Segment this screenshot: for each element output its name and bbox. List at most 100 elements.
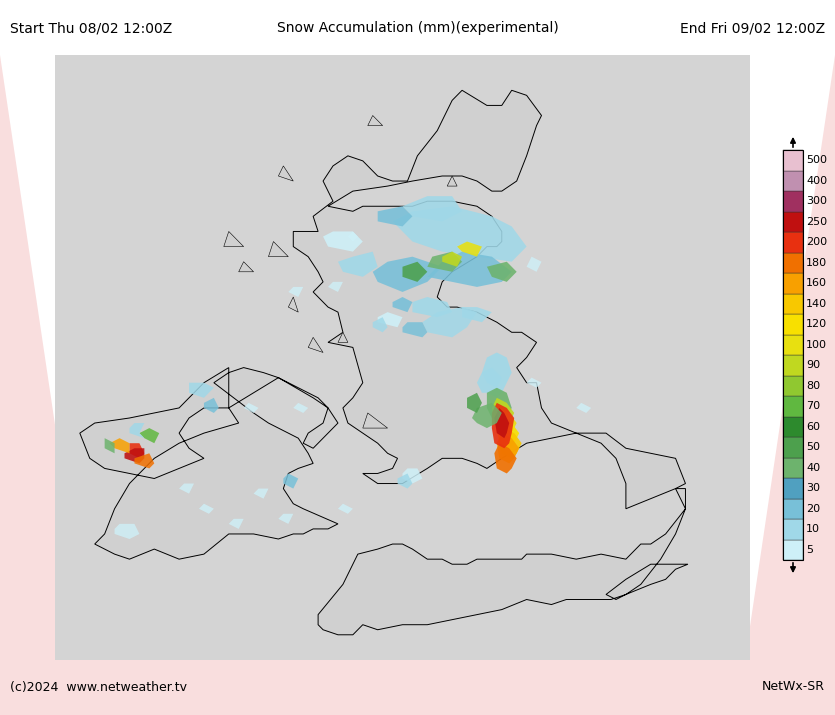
Bar (55, 55, 750, 660)
Polygon shape (482, 368, 502, 388)
Polygon shape (204, 398, 219, 413)
Polygon shape (462, 307, 492, 322)
Polygon shape (229, 519, 244, 529)
Polygon shape (293, 90, 688, 635)
Polygon shape (104, 438, 114, 453)
Polygon shape (477, 352, 512, 398)
Text: 10: 10 (806, 524, 820, 534)
Text: 160: 160 (806, 278, 827, 288)
Polygon shape (448, 176, 457, 186)
Polygon shape (109, 438, 129, 453)
Polygon shape (428, 252, 462, 272)
Polygon shape (80, 368, 338, 559)
Bar (783, 417, 803, 437)
Polygon shape (412, 297, 452, 317)
Polygon shape (402, 468, 423, 483)
Polygon shape (492, 403, 514, 448)
Text: 5: 5 (806, 545, 813, 555)
Polygon shape (392, 206, 527, 262)
Polygon shape (494, 408, 517, 438)
Polygon shape (494, 443, 517, 473)
Polygon shape (423, 307, 477, 337)
Polygon shape (328, 282, 343, 292)
Text: 250: 250 (806, 217, 827, 227)
Text: End Fri 09/02 12:00Z: End Fri 09/02 12:00Z (680, 21, 825, 35)
Bar (783, 273, 803, 293)
Polygon shape (499, 428, 522, 458)
Polygon shape (443, 252, 462, 267)
Polygon shape (269, 242, 288, 257)
Polygon shape (494, 408, 509, 438)
Polygon shape (428, 252, 512, 287)
Text: Start Thu 08/02 12:00Z: Start Thu 08/02 12:00Z (10, 21, 172, 35)
Polygon shape (527, 378, 542, 388)
Text: 90: 90 (806, 360, 820, 370)
Polygon shape (288, 287, 303, 297)
Bar (783, 150, 803, 560)
Polygon shape (308, 337, 323, 352)
Polygon shape (134, 453, 154, 468)
Polygon shape (323, 232, 362, 252)
Polygon shape (472, 403, 502, 428)
Polygon shape (402, 196, 462, 222)
Polygon shape (254, 488, 269, 498)
Bar (783, 498, 803, 519)
Polygon shape (377, 312, 402, 327)
Bar (783, 375, 803, 396)
Polygon shape (372, 317, 387, 332)
Polygon shape (114, 524, 139, 539)
Bar (783, 355, 803, 375)
Polygon shape (392, 297, 412, 312)
Polygon shape (487, 388, 512, 423)
Text: 20: 20 (806, 504, 820, 514)
Text: 140: 140 (806, 299, 827, 309)
Polygon shape (527, 257, 542, 272)
Text: 120: 120 (806, 320, 827, 329)
Polygon shape (224, 232, 244, 247)
Text: Snow Accumulation (mm)(experimental): Snow Accumulation (mm)(experimental) (276, 21, 559, 35)
Bar (783, 314, 803, 335)
Polygon shape (338, 503, 353, 514)
Polygon shape (338, 252, 377, 277)
Bar (783, 437, 803, 458)
Text: 180: 180 (806, 257, 827, 267)
Text: 300: 300 (806, 196, 827, 206)
Polygon shape (179, 483, 194, 493)
Text: 70: 70 (806, 401, 820, 411)
Polygon shape (457, 242, 482, 257)
Polygon shape (0, 55, 90, 660)
Polygon shape (293, 403, 308, 413)
Polygon shape (278, 514, 293, 524)
Polygon shape (129, 443, 144, 458)
Text: 80: 80 (806, 381, 820, 391)
Polygon shape (497, 433, 519, 463)
Polygon shape (129, 423, 144, 438)
Bar (783, 458, 803, 478)
Polygon shape (576, 403, 591, 413)
Polygon shape (402, 322, 428, 337)
Bar (783, 335, 803, 355)
Text: 100: 100 (806, 340, 827, 350)
Polygon shape (288, 297, 298, 312)
Polygon shape (348, 232, 358, 242)
Bar (783, 293, 803, 314)
Polygon shape (402, 262, 428, 282)
Bar (0, 660, 835, 715)
Bar (783, 252, 803, 273)
Polygon shape (283, 473, 298, 488)
Text: (c)2024  www.netweather.tv: (c)2024 www.netweather.tv (10, 681, 187, 694)
Polygon shape (244, 403, 259, 413)
Bar (783, 232, 803, 252)
Polygon shape (338, 332, 348, 342)
Polygon shape (397, 473, 412, 488)
Bar (783, 170, 803, 191)
Bar (783, 519, 803, 540)
Text: 500: 500 (806, 155, 827, 165)
Text: 200: 200 (806, 237, 827, 247)
Bar (783, 212, 803, 232)
Text: 30: 30 (806, 483, 820, 493)
Bar (783, 540, 803, 560)
Polygon shape (189, 383, 214, 398)
Polygon shape (492, 398, 514, 428)
Text: NetWx-SR: NetWx-SR (762, 681, 825, 694)
